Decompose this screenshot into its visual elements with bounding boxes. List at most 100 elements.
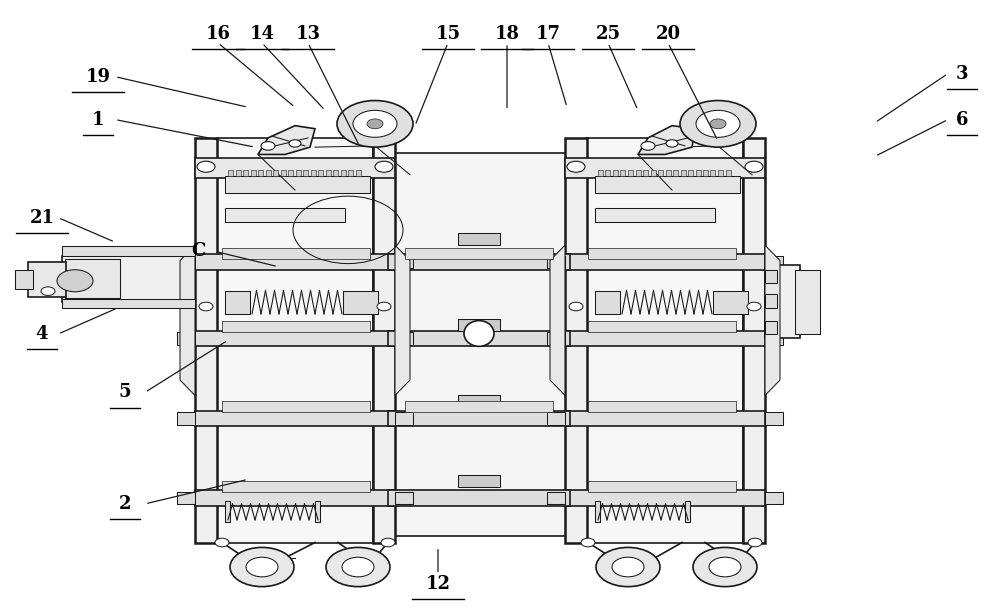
Bar — [680, 170, 686, 176]
Bar — [388, 490, 570, 506]
Bar — [243, 170, 248, 176]
Circle shape — [326, 547, 390, 587]
Bar — [225, 176, 370, 193]
Text: 12: 12 — [426, 574, 450, 593]
Bar — [588, 481, 736, 492]
Bar — [222, 481, 370, 492]
Bar — [713, 291, 748, 314]
Bar — [62, 256, 195, 302]
Bar — [613, 170, 618, 176]
Bar — [222, 321, 370, 332]
Text: 19: 19 — [86, 67, 110, 86]
Bar — [588, 401, 736, 412]
Bar — [405, 401, 553, 412]
Bar — [222, 248, 370, 259]
Text: 14: 14 — [250, 25, 274, 43]
Circle shape — [748, 538, 762, 547]
Bar — [195, 411, 395, 426]
Bar — [62, 246, 195, 256]
Circle shape — [41, 287, 55, 295]
Text: C: C — [191, 242, 205, 261]
Bar — [743, 138, 765, 543]
Text: 1: 1 — [92, 110, 104, 129]
Bar — [395, 492, 413, 504]
Circle shape — [230, 547, 294, 587]
Text: 5: 5 — [119, 383, 131, 402]
Bar — [388, 254, 570, 270]
Bar — [236, 170, 241, 176]
Bar — [225, 208, 345, 222]
Bar — [62, 299, 195, 308]
Circle shape — [693, 547, 757, 587]
Bar — [588, 248, 736, 259]
Bar — [565, 254, 765, 270]
Bar — [356, 170, 361, 176]
Polygon shape — [180, 245, 195, 395]
Bar — [565, 411, 765, 426]
Circle shape — [581, 538, 595, 547]
Bar — [598, 170, 603, 176]
Circle shape — [342, 557, 374, 577]
Circle shape — [199, 302, 213, 311]
Text: 2: 2 — [119, 495, 131, 513]
Bar — [315, 501, 320, 522]
Bar — [177, 256, 195, 268]
Bar — [765, 332, 783, 345]
Bar — [273, 170, 278, 176]
Circle shape — [381, 538, 395, 547]
Bar — [795, 270, 820, 334]
Bar — [28, 262, 66, 297]
Bar — [547, 412, 565, 425]
Polygon shape — [550, 245, 565, 395]
Bar — [225, 291, 250, 314]
Text: 25: 25 — [595, 25, 621, 43]
Bar — [303, 170, 308, 176]
Circle shape — [289, 140, 301, 147]
Bar — [177, 492, 195, 504]
Bar — [565, 331, 765, 346]
Bar — [588, 321, 736, 332]
Bar — [458, 395, 500, 408]
Bar — [177, 332, 195, 345]
Text: 21: 21 — [30, 208, 54, 227]
Bar — [310, 170, 316, 176]
Circle shape — [666, 140, 678, 147]
Polygon shape — [765, 245, 780, 395]
Bar — [595, 501, 600, 522]
Bar — [288, 170, 293, 176]
Bar — [547, 256, 565, 268]
Bar — [15, 270, 33, 289]
Bar — [547, 492, 565, 504]
Bar — [340, 170, 346, 176]
Bar — [348, 170, 353, 176]
Bar — [587, 138, 743, 543]
Circle shape — [261, 142, 275, 150]
Bar — [296, 170, 300, 176]
Text: 13: 13 — [296, 25, 320, 43]
Circle shape — [197, 161, 215, 172]
Bar — [258, 170, 263, 176]
Circle shape — [596, 547, 660, 587]
Text: 15: 15 — [435, 25, 461, 43]
Bar — [643, 170, 648, 176]
Bar — [565, 138, 587, 543]
Bar — [343, 291, 378, 314]
Bar — [703, 170, 708, 176]
Circle shape — [747, 302, 761, 311]
Bar — [565, 158, 765, 178]
Bar — [65, 259, 120, 298]
Bar — [765, 492, 783, 504]
Bar — [458, 319, 500, 331]
Bar — [388, 411, 570, 426]
Bar — [177, 412, 195, 425]
Bar — [688, 170, 693, 176]
Circle shape — [696, 110, 740, 137]
Bar — [388, 153, 570, 536]
Bar — [458, 233, 500, 245]
Circle shape — [709, 557, 741, 577]
Bar — [726, 170, 730, 176]
Bar — [388, 331, 570, 346]
Bar — [395, 256, 413, 268]
Text: 18: 18 — [494, 25, 520, 43]
Circle shape — [680, 101, 756, 147]
